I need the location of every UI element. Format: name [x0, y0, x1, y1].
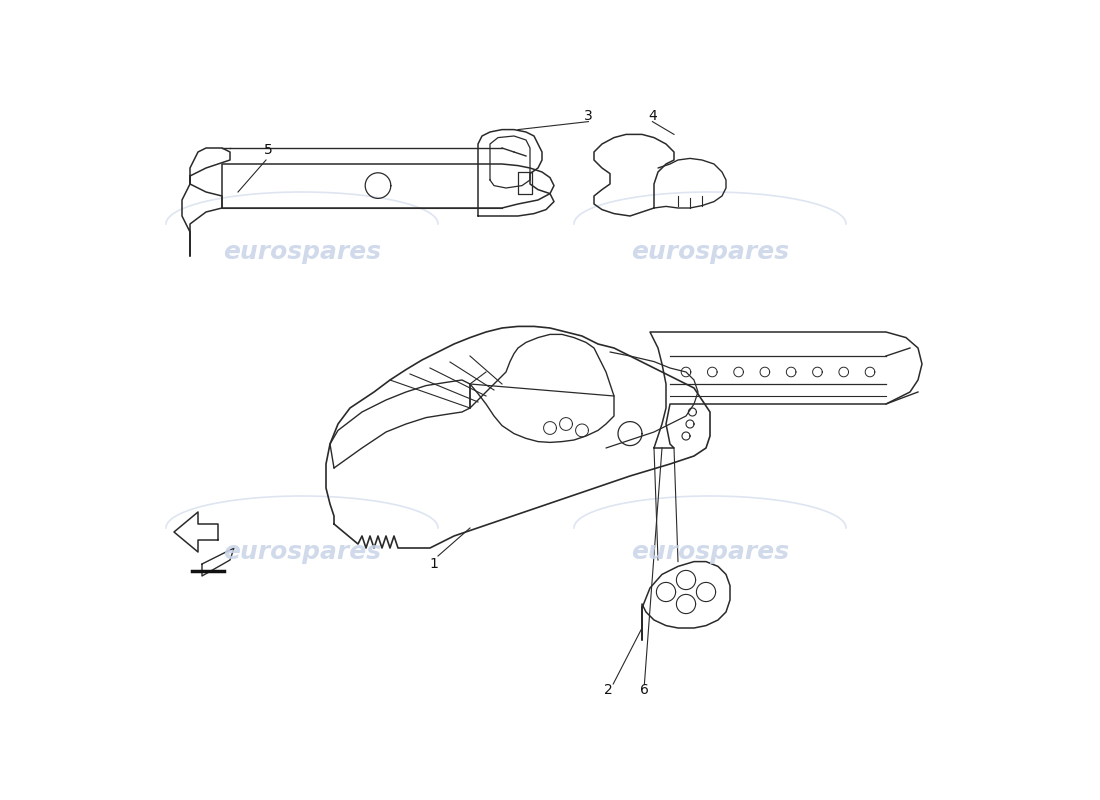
Text: 1: 1: [430, 557, 439, 571]
Text: 4: 4: [648, 109, 657, 123]
Text: eurospares: eurospares: [631, 540, 789, 564]
Text: eurospares: eurospares: [223, 240, 381, 264]
Text: 3: 3: [584, 109, 593, 123]
Text: eurospares: eurospares: [223, 540, 381, 564]
Text: 6: 6: [640, 683, 649, 698]
Text: 2: 2: [604, 683, 613, 698]
Text: 5: 5: [264, 142, 273, 157]
Text: eurospares: eurospares: [631, 240, 789, 264]
